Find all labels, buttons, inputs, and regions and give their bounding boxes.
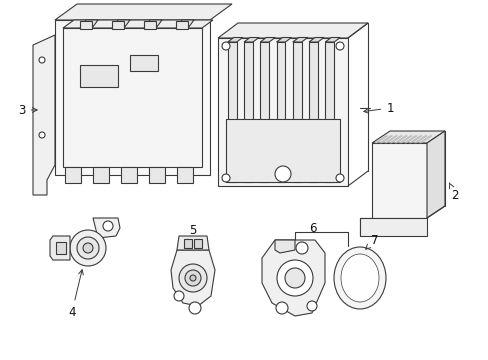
Circle shape	[295, 242, 307, 254]
Polygon shape	[308, 37, 323, 42]
Polygon shape	[325, 42, 333, 182]
Polygon shape	[50, 236, 70, 260]
Polygon shape	[218, 23, 367, 38]
Polygon shape	[55, 20, 209, 175]
Polygon shape	[276, 42, 285, 182]
Circle shape	[222, 42, 229, 50]
Polygon shape	[176, 21, 187, 29]
Polygon shape	[389, 136, 402, 143]
Polygon shape	[371, 143, 426, 218]
Polygon shape	[227, 37, 242, 42]
Circle shape	[222, 174, 229, 182]
Circle shape	[39, 57, 45, 63]
Circle shape	[274, 166, 290, 182]
Text: 3: 3	[18, 104, 37, 117]
Text: 5: 5	[189, 224, 196, 242]
Polygon shape	[359, 218, 426, 236]
Polygon shape	[93, 218, 120, 238]
Polygon shape	[426, 131, 444, 218]
Polygon shape	[63, 20, 213, 28]
Polygon shape	[325, 37, 340, 42]
Circle shape	[285, 268, 305, 288]
Polygon shape	[65, 167, 81, 183]
Polygon shape	[63, 28, 202, 167]
Circle shape	[335, 174, 343, 182]
Circle shape	[306, 301, 316, 311]
Text: 7: 7	[365, 234, 378, 249]
Circle shape	[70, 230, 106, 266]
Polygon shape	[93, 167, 109, 183]
Polygon shape	[262, 240, 325, 316]
Polygon shape	[171, 250, 215, 306]
Polygon shape	[418, 136, 431, 143]
Polygon shape	[56, 242, 66, 254]
Polygon shape	[112, 20, 130, 28]
Polygon shape	[260, 42, 268, 182]
Text: 6: 6	[308, 221, 316, 234]
Polygon shape	[177, 236, 208, 250]
Text: 2: 2	[448, 183, 458, 202]
Polygon shape	[149, 167, 164, 183]
Polygon shape	[292, 37, 307, 42]
Polygon shape	[394, 136, 407, 143]
Circle shape	[276, 260, 312, 296]
Circle shape	[189, 302, 201, 314]
Circle shape	[275, 302, 287, 314]
Circle shape	[190, 275, 196, 281]
Polygon shape	[292, 42, 301, 182]
Polygon shape	[121, 167, 137, 183]
Polygon shape	[384, 136, 397, 143]
Polygon shape	[379, 136, 392, 143]
Polygon shape	[143, 21, 156, 29]
Circle shape	[103, 221, 113, 231]
Polygon shape	[371, 131, 444, 143]
Polygon shape	[112, 21, 124, 29]
Polygon shape	[143, 20, 162, 28]
Polygon shape	[80, 20, 98, 28]
Text: 1: 1	[363, 102, 393, 114]
Polygon shape	[244, 42, 252, 182]
Circle shape	[335, 42, 343, 50]
Polygon shape	[33, 35, 55, 195]
Polygon shape	[194, 239, 202, 248]
Polygon shape	[408, 136, 421, 143]
Polygon shape	[183, 239, 192, 248]
Circle shape	[174, 291, 183, 301]
Circle shape	[184, 270, 201, 286]
Circle shape	[39, 132, 45, 138]
Circle shape	[179, 264, 206, 292]
Polygon shape	[413, 136, 426, 143]
Polygon shape	[130, 55, 158, 71]
Circle shape	[77, 237, 99, 259]
Text: 4: 4	[68, 270, 83, 319]
Ellipse shape	[340, 254, 378, 302]
Polygon shape	[80, 65, 118, 87]
Polygon shape	[55, 4, 231, 20]
Circle shape	[83, 243, 93, 253]
Polygon shape	[218, 38, 347, 186]
Ellipse shape	[333, 247, 385, 309]
Polygon shape	[225, 120, 339, 181]
Polygon shape	[404, 136, 416, 143]
Polygon shape	[177, 167, 193, 183]
Polygon shape	[274, 240, 294, 253]
Polygon shape	[176, 20, 194, 28]
Polygon shape	[260, 37, 275, 42]
Polygon shape	[308, 42, 317, 182]
Polygon shape	[244, 37, 259, 42]
Polygon shape	[374, 136, 387, 143]
Polygon shape	[227, 42, 236, 182]
Polygon shape	[399, 136, 411, 143]
Polygon shape	[80, 21, 92, 29]
Polygon shape	[276, 37, 291, 42]
